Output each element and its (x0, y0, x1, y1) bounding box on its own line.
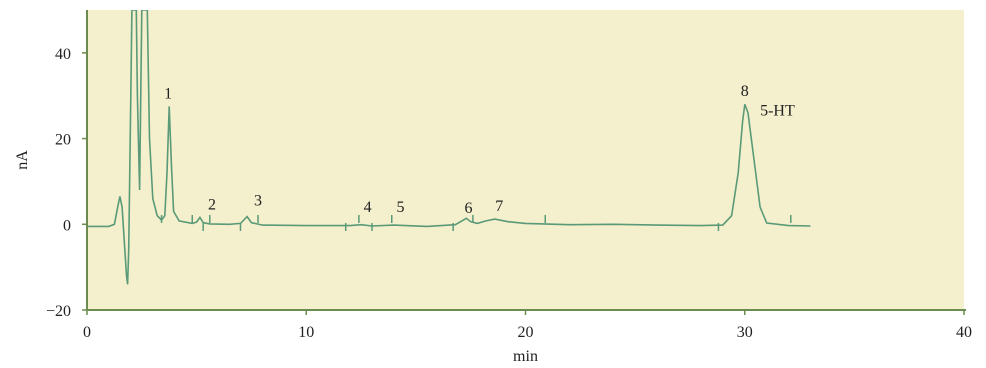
peak-label: 8 (741, 83, 749, 100)
y-tick-label: 0 (63, 217, 71, 234)
peak-label: 1 (164, 85, 172, 102)
peak-label: 3 (254, 192, 262, 209)
x-axis-title: min (513, 348, 538, 365)
x-tick-label: 30 (737, 324, 753, 341)
peak-label: 7 (495, 198, 503, 215)
y-tick-label: −20 (46, 303, 71, 320)
peak-label: 6 (464, 200, 472, 217)
x-tick-label: 20 (518, 324, 534, 341)
y-tick-label: 20 (55, 132, 71, 149)
y-axis-title: nA (14, 150, 31, 170)
peak-label: 5 (397, 199, 405, 216)
y-tick-label: 40 (55, 46, 71, 63)
peak-label: 5-HT (760, 102, 795, 119)
x-tick-label: 10 (298, 324, 314, 341)
peak-label: 4 (364, 199, 372, 216)
peak-label: 2 (208, 197, 216, 214)
x-tick-label: 0 (83, 324, 91, 341)
plot-background (87, 10, 964, 310)
x-tick-label: 40 (956, 324, 972, 341)
